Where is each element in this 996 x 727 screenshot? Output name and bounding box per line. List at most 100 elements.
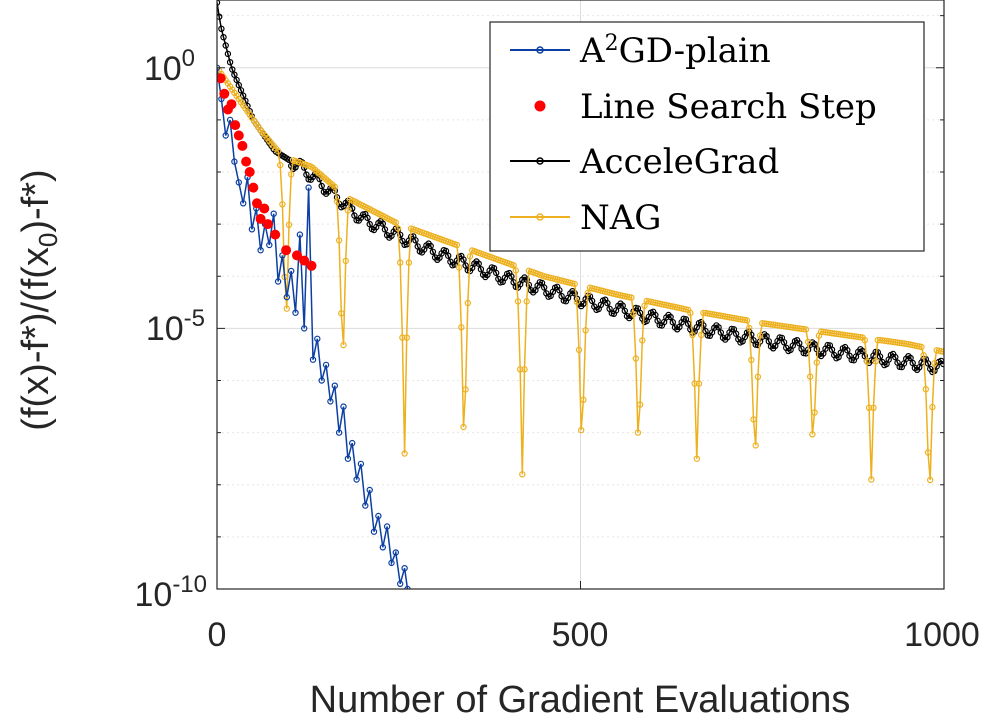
point-nag-275 bbox=[813, 359, 821, 366]
point-a2gd-32 bbox=[353, 476, 360, 483]
point-accele-275 bbox=[813, 346, 821, 353]
point-nag-30 bbox=[279, 201, 286, 208]
y-tick-label-minus10: 10-10 bbox=[134, 571, 207, 614]
point-a2gd-23 bbox=[314, 335, 321, 342]
point-accele-11 bbox=[237, 87, 245, 94]
point-accele-194 bbox=[636, 309, 644, 317]
point-a2gd-39 bbox=[383, 523, 391, 530]
point-a2gd-16 bbox=[283, 293, 290, 301]
point-nag-326 bbox=[924, 449, 932, 456]
point-nag-140 bbox=[519, 471, 526, 478]
legend-marker-a2gd bbox=[536, 46, 544, 54]
point-accele-120 bbox=[475, 260, 482, 267]
legend-box bbox=[489, 21, 925, 252]
point-a2gd-12 bbox=[266, 241, 273, 249]
point-accele-172 bbox=[588, 297, 596, 305]
legend-label-accelegrad: AcceleGrad bbox=[579, 142, 779, 182]
point-accele-10 bbox=[235, 81, 242, 89]
point-accele-333 bbox=[940, 360, 944, 368]
point-nag-190 bbox=[628, 294, 635, 301]
point-nag-164 bbox=[571, 280, 578, 288]
point-a2gd-18 bbox=[292, 309, 299, 316]
point-accele-99 bbox=[429, 248, 437, 255]
point-nag-300 bbox=[868, 476, 875, 483]
point-a2gd-31 bbox=[349, 439, 356, 447]
point-nag-221 bbox=[695, 380, 703, 387]
point-accele-128 bbox=[493, 269, 500, 277]
point-accele-326 bbox=[924, 360, 932, 367]
legend-entry-line-search: Line Search Step bbox=[534, 87, 877, 127]
point-a2gd-28 bbox=[335, 429, 343, 436]
point-nag-270 bbox=[802, 326, 810, 333]
point-nag-165 bbox=[573, 298, 581, 305]
point-a2gd-40 bbox=[388, 559, 395, 567]
point-nag-298 bbox=[863, 358, 871, 365]
point-accele-150 bbox=[541, 284, 548, 291]
point-accele-253 bbox=[765, 338, 773, 345]
series-accele bbox=[217, 0, 944, 376]
y-tick-label-minus5: 10-5 bbox=[146, 305, 205, 348]
point-accele-238 bbox=[732, 330, 740, 337]
series-nag bbox=[217, 64, 944, 484]
point-a2gd-35 bbox=[366, 486, 373, 494]
point-ls-17 bbox=[299, 255, 310, 266]
point-accele-289 bbox=[844, 347, 851, 354]
point-accele-187 bbox=[621, 307, 629, 314]
point-nag-302 bbox=[872, 358, 879, 365]
point-nag-82 bbox=[392, 219, 399, 226]
point-accele-113 bbox=[460, 256, 467, 263]
point-nag-86 bbox=[401, 450, 408, 457]
point-nag-222 bbox=[698, 331, 705, 339]
point-nag-245 bbox=[748, 356, 755, 364]
point-nag-248 bbox=[754, 373, 762, 380]
point-accele-208 bbox=[667, 313, 674, 321]
x-tick-label-500: 500 bbox=[552, 616, 609, 654]
point-nag-244 bbox=[746, 324, 753, 332]
point-a2gd-42 bbox=[397, 580, 404, 588]
point-ls-3 bbox=[226, 99, 237, 110]
series-layer bbox=[217, 0, 944, 589]
point-a2gd-36 bbox=[370, 528, 378, 535]
y-axis-title: (f(x)-f*)/(f(x0)-f*) bbox=[15, 169, 63, 430]
point-a2gd-19 bbox=[296, 231, 304, 238]
point-accele-157 bbox=[556, 287, 563, 294]
point-accele-319 bbox=[909, 359, 916, 367]
point-nag-243 bbox=[743, 317, 751, 324]
point-a2gd-5 bbox=[235, 179, 242, 186]
point-ls-7 bbox=[241, 156, 252, 167]
point-accele-91 bbox=[412, 237, 419, 244]
point-nag-54 bbox=[331, 183, 338, 190]
point-accele-3 bbox=[220, 34, 227, 41]
point-accele-274 bbox=[811, 341, 818, 348]
point-nag-60 bbox=[344, 207, 352, 214]
point-ls-12 bbox=[259, 203, 270, 214]
point-accele-282 bbox=[828, 346, 836, 353]
point-nag-169 bbox=[582, 327, 589, 334]
legend-label-line-search: Line Search Step bbox=[580, 87, 877, 127]
point-nag-194 bbox=[636, 401, 644, 408]
point-a2gd-24 bbox=[318, 377, 325, 384]
point-a2gd-29 bbox=[340, 403, 347, 410]
point-accele-69 bbox=[364, 214, 371, 222]
point-nag-59 bbox=[342, 257, 349, 265]
point-a2gd-43 bbox=[401, 565, 408, 572]
point-a2gd-6 bbox=[239, 200, 247, 207]
point-accele-33 bbox=[285, 156, 293, 163]
legend-label-nag: NAG bbox=[580, 198, 661, 238]
point-nag-34 bbox=[288, 171, 295, 178]
point-accele-252 bbox=[763, 333, 770, 340]
point-nag-112 bbox=[458, 324, 465, 331]
point-nag-272 bbox=[807, 373, 814, 380]
point-accele-179 bbox=[604, 299, 611, 307]
point-nag-249 bbox=[756, 332, 764, 339]
point-nag-219 bbox=[691, 380, 698, 387]
x-tick-label-0: 0 bbox=[208, 616, 227, 654]
point-accele-98 bbox=[427, 242, 434, 250]
point-a2gd-25 bbox=[322, 361, 330, 369]
point-accele-230 bbox=[715, 324, 722, 331]
point-ls-4 bbox=[230, 120, 241, 131]
point-accele-106 bbox=[445, 252, 452, 259]
point-nag-170 bbox=[584, 289, 592, 297]
point-accele-135 bbox=[508, 273, 515, 280]
